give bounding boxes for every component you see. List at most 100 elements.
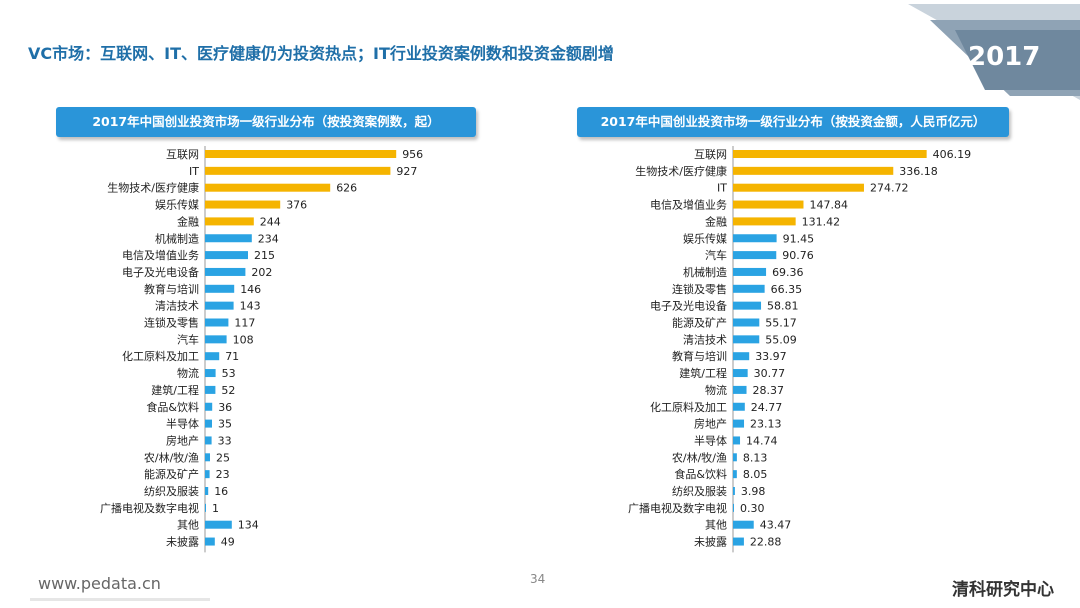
category-label: 化工原料及加工 bbox=[122, 349, 199, 363]
value-label: 52 bbox=[221, 384, 235, 397]
website-link[interactable]: www.pedata.cn bbox=[38, 574, 161, 593]
page-title: VC市场：互联网、IT、医疗健康仍为投资热点；IT行业投资案例数和投资金额剧增 bbox=[28, 44, 614, 63]
category-label: 农/林/牧/渔 bbox=[144, 450, 199, 464]
value-label: 69.36 bbox=[772, 266, 804, 279]
value-label: 146 bbox=[240, 283, 261, 296]
bar bbox=[205, 335, 227, 344]
category-label: 广播电视及数字电视 bbox=[628, 501, 727, 515]
bar bbox=[205, 352, 220, 361]
category-label: 机械制造 bbox=[155, 231, 199, 245]
category-label: 未披露 bbox=[694, 535, 727, 549]
value-label: 24.77 bbox=[751, 401, 783, 414]
category-label: 纺织及服装 bbox=[672, 484, 727, 498]
right-chart-title: 2017年中国创业投资市场一级行业分布（按投资金额，人民币亿元） bbox=[577, 107, 1009, 137]
category-label: 金融 bbox=[705, 214, 727, 228]
category-label: 电子及光电设备 bbox=[650, 299, 727, 313]
left-chart-title: 2017年中国创业投资市场一级行业分布（按投资案例数，起） bbox=[56, 107, 476, 137]
bar bbox=[205, 436, 212, 445]
value-label: 71 bbox=[225, 350, 239, 363]
category-label: 机械制造 bbox=[683, 265, 727, 279]
value-label: 234 bbox=[258, 232, 279, 245]
left-bar-chart: 互联网 956 IT 927 生物技术/医疗健康 626 娱乐传媒 376 金融 244 机械制造 2… bbox=[100, 146, 423, 553]
value-label: 376 bbox=[286, 199, 307, 212]
bar bbox=[733, 166, 894, 175]
value-label: 131.42 bbox=[802, 215, 841, 228]
value-label: 215 bbox=[254, 249, 275, 262]
bar bbox=[733, 234, 777, 243]
category-label: 其他 bbox=[177, 519, 199, 532]
value-label: 36 bbox=[218, 401, 232, 414]
bar bbox=[733, 470, 737, 479]
bar bbox=[205, 369, 216, 378]
value-label: 23 bbox=[216, 468, 230, 481]
value-label: 927 bbox=[396, 165, 417, 178]
right-bar-chart: 互联网 406.19 生物技术/医疗健康 336.18 IT 274.72 电信及增值业务 1… bbox=[628, 146, 971, 553]
bar bbox=[733, 487, 735, 495]
value-label: 134 bbox=[238, 519, 259, 532]
value-label: 33.97 bbox=[755, 350, 787, 363]
category-label: 食品&饮料 bbox=[146, 400, 199, 414]
value-label: 90.76 bbox=[782, 249, 814, 262]
value-label: 117 bbox=[234, 317, 255, 330]
category-label: 电信及增值业务 bbox=[122, 248, 199, 262]
category-label: 互联网 bbox=[694, 148, 727, 161]
value-label: 0.30 bbox=[740, 502, 765, 515]
category-label: 房地产 bbox=[166, 433, 199, 447]
bar bbox=[205, 284, 235, 293]
category-label: 金融 bbox=[177, 214, 199, 228]
value-label: 16 bbox=[214, 485, 228, 498]
category-label: 生物技术/医疗健康 bbox=[107, 181, 199, 195]
bar bbox=[205, 470, 210, 479]
category-label: 连锁及零售 bbox=[672, 282, 727, 296]
bar bbox=[205, 166, 391, 175]
value-label: 66.35 bbox=[771, 283, 803, 296]
value-label: 143 bbox=[240, 300, 261, 313]
category-label: 建筑/工程 bbox=[679, 366, 727, 380]
bar bbox=[205, 520, 232, 529]
bar bbox=[733, 436, 741, 445]
value-label: 55.09 bbox=[765, 333, 797, 346]
value-label: 25 bbox=[216, 451, 230, 464]
bar bbox=[205, 402, 213, 411]
value-label: 8.13 bbox=[743, 451, 768, 464]
value-label: 274.72 bbox=[870, 182, 909, 195]
category-label: 能源及矿产 bbox=[672, 316, 727, 330]
value-label: 1 bbox=[212, 502, 219, 515]
category-label: 教育与培训 bbox=[144, 282, 199, 296]
category-label: 互联网 bbox=[166, 148, 199, 161]
category-label: 未披露 bbox=[166, 535, 199, 549]
category-label: 汽车 bbox=[705, 248, 727, 262]
value-label: 14.74 bbox=[746, 434, 778, 447]
bar bbox=[205, 537, 215, 546]
corner-decoration bbox=[908, 4, 1080, 100]
value-label: 53 bbox=[222, 367, 236, 380]
bar bbox=[733, 419, 745, 428]
bar bbox=[733, 385, 747, 394]
bar bbox=[733, 251, 777, 260]
bar bbox=[733, 318, 760, 327]
category-label: 娱乐传媒 bbox=[683, 231, 727, 245]
value-label: 91.45 bbox=[783, 232, 815, 245]
bar bbox=[733, 352, 750, 361]
category-label: 纺织及服装 bbox=[144, 484, 199, 498]
value-label: 49 bbox=[221, 536, 235, 549]
footer-divider bbox=[30, 598, 210, 601]
value-label: 8.05 bbox=[743, 468, 768, 481]
category-label: 农/林/牧/渔 bbox=[672, 450, 727, 464]
bar bbox=[733, 369, 748, 378]
bar bbox=[205, 251, 248, 260]
bar bbox=[205, 217, 254, 226]
category-label: 半导体 bbox=[166, 417, 199, 431]
bar bbox=[205, 385, 216, 394]
category-label: 教育与培训 bbox=[672, 349, 727, 363]
category-label: 生物技术/医疗健康 bbox=[635, 164, 727, 178]
category-label: 连锁及零售 bbox=[144, 316, 199, 330]
page-number: 34 bbox=[530, 572, 546, 586]
bar bbox=[733, 402, 745, 411]
category-label: 化工原料及加工 bbox=[650, 400, 727, 414]
bar bbox=[733, 200, 804, 209]
bar bbox=[205, 318, 229, 327]
bar bbox=[205, 267, 246, 276]
category-label: 物流 bbox=[177, 366, 199, 380]
bar bbox=[205, 150, 397, 158]
